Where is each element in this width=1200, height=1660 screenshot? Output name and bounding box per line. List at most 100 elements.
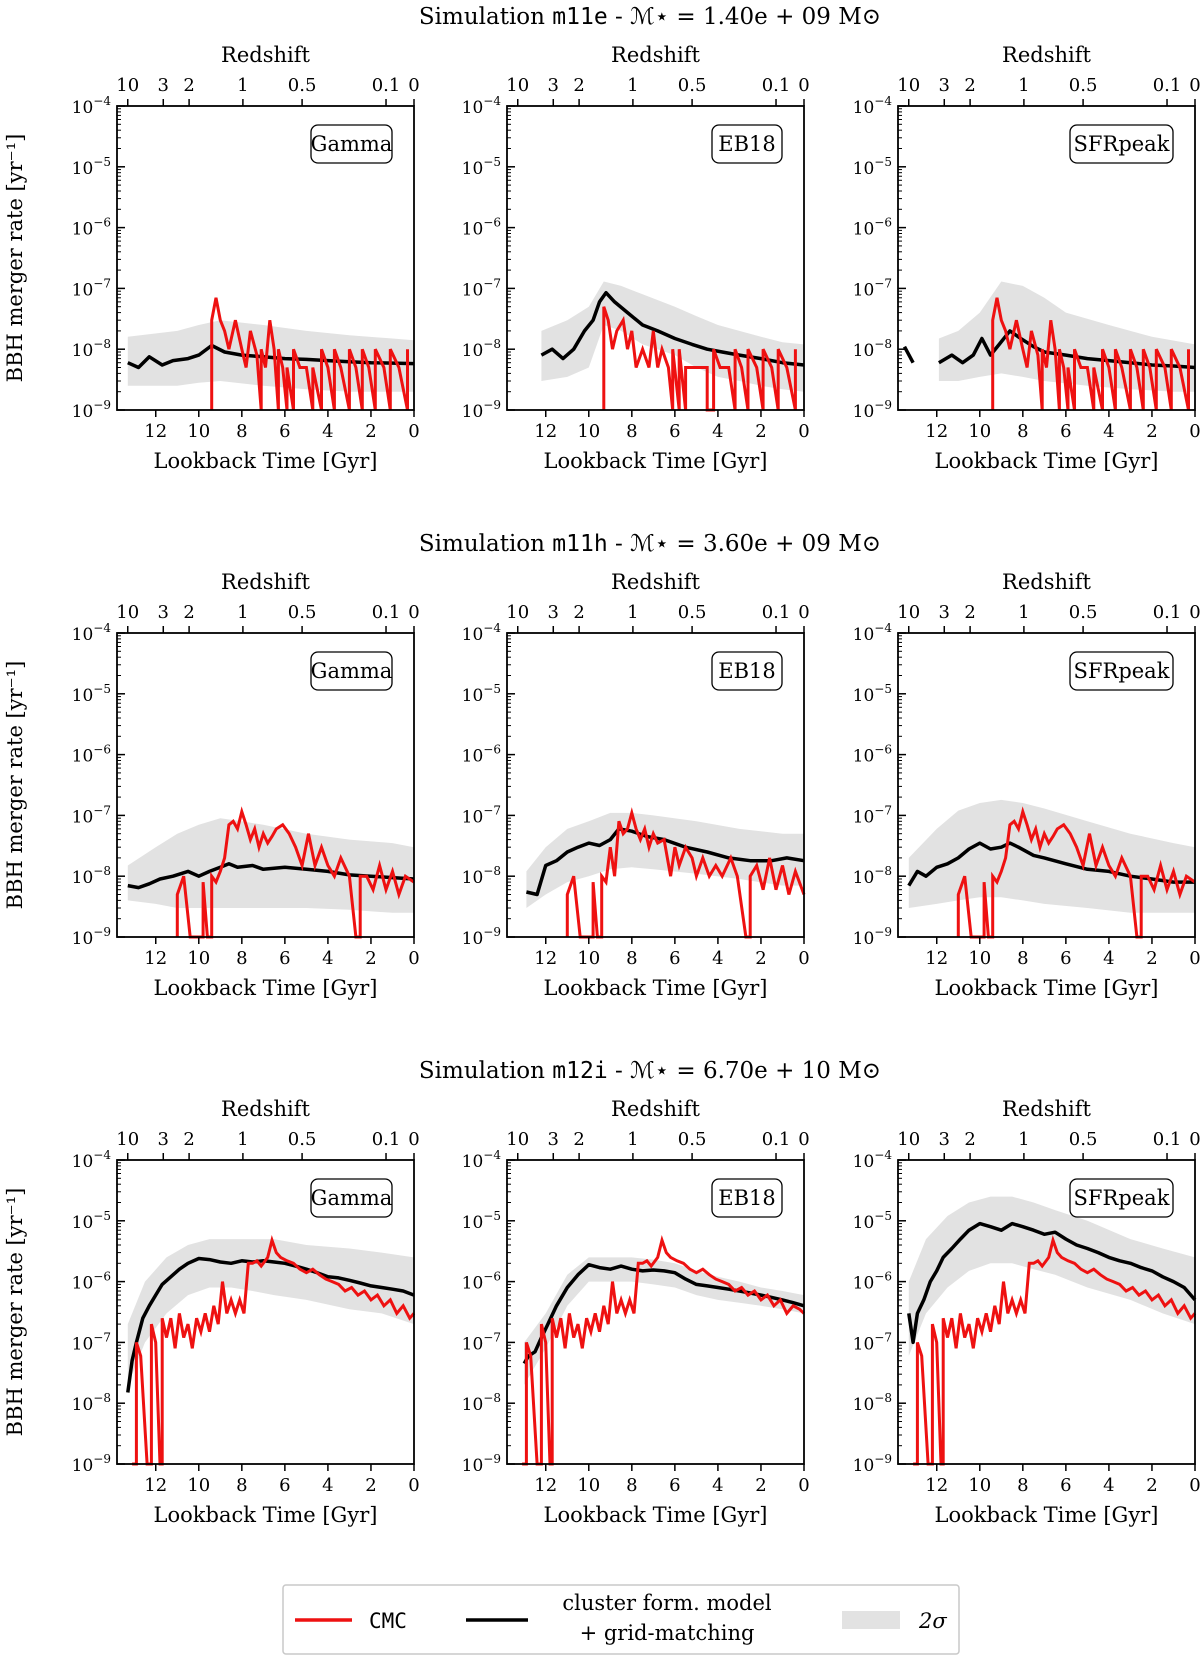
z-tick-label: 3 <box>158 75 169 96</box>
z-tick-label: 0.1 <box>762 602 791 623</box>
x-axis-label: Lookback Time [Gyr] <box>544 449 768 473</box>
z-tick-label: 0 <box>1189 75 1200 96</box>
z-tick-label: 2 <box>183 602 194 623</box>
x-tick-label: 10 <box>187 421 210 442</box>
x-tick-label: 0 <box>798 421 809 442</box>
cmc-line <box>522 1234 806 1466</box>
z-tick-label: 1 <box>237 602 248 623</box>
x-tick-label: 4 <box>712 1475 723 1496</box>
z-tick-label: 3 <box>548 75 559 96</box>
x-axis-label: Lookback Time [Gyr] <box>154 1503 378 1527</box>
model-label: SFRpeak <box>1074 1186 1170 1210</box>
x2-axis-label: Redshift <box>1002 43 1091 67</box>
cmc-line <box>913 1234 1197 1466</box>
x-tick-label: 2 <box>365 421 376 442</box>
y-axis-label: BBH merger rate [yr⁻¹] <box>3 134 27 383</box>
x-tick-label: 2 <box>755 421 766 442</box>
y-tick-label: 10−5 <box>462 682 501 706</box>
plot-frame <box>116 105 415 411</box>
y-tick-label: 10−7 <box>72 803 111 827</box>
y-tick-label: 10−6 <box>853 743 892 767</box>
x-tick-label: 12 <box>534 1475 557 1496</box>
y-tick-label: 10−5 <box>853 1209 892 1233</box>
panel-m11e-eb18: 10−910−810−710−610−510−412 10 8 6 4 2 010 3 2 1 0.… <box>462 43 810 473</box>
model-label: EB18 <box>718 132 775 156</box>
model-label-box <box>711 1178 783 1218</box>
x2-axis-label: Redshift <box>611 43 700 67</box>
y-tick-label: 10−6 <box>72 743 111 767</box>
z-tick-label: 10 <box>897 75 920 96</box>
x-tick-label: 10 <box>577 1475 600 1496</box>
y-tick-label: 10−7 <box>72 276 111 300</box>
y-tick-label: 10−9 <box>462 925 501 949</box>
z-tick-label: 1 <box>627 1129 638 1150</box>
z-tick-label: 0.1 <box>372 1129 401 1150</box>
z-tick-label: 10 <box>897 602 920 623</box>
model-label: EB18 <box>718 659 775 683</box>
x-tick-label: 12 <box>144 1475 167 1496</box>
plot-frame <box>116 632 415 938</box>
z-tick-label: 2 <box>183 1129 194 1150</box>
z-tick-label: 2 <box>964 75 975 96</box>
band-2sigma <box>524 1257 804 1385</box>
x-axis-label: Lookback Time [Gyr] <box>154 449 378 473</box>
cmc-line <box>991 297 1190 411</box>
z-tick-label: 3 <box>158 602 169 623</box>
z-tick-label: 10 <box>116 1129 139 1150</box>
z-tick-label: 1 <box>1018 75 1029 96</box>
z-tick-label: 10 <box>506 602 529 623</box>
row-title-m11e: Simulation m11e - ℳ⋆ = 1.40e + 09 M⊙ <box>419 4 881 30</box>
x2-axis-label: Redshift <box>221 43 310 67</box>
x-tick-label: 12 <box>925 948 948 969</box>
y-tick-label: 10−7 <box>853 803 892 827</box>
z-tick-label: 0.1 <box>762 75 791 96</box>
z-tick-label: 3 <box>548 602 559 623</box>
y-tick-label: 10−5 <box>72 1209 111 1233</box>
y-tick-label: 10−4 <box>72 621 112 645</box>
x-axis-label: Lookback Time [Gyr] <box>935 976 1159 1000</box>
z-tick-label: 0.5 <box>678 1129 707 1150</box>
plot-frame <box>897 105 1196 411</box>
y-tick-label: 10−8 <box>853 864 892 888</box>
z-tick-label: 0 <box>798 75 809 96</box>
legend: CMC cluster form. model + grid-matching … <box>282 1584 960 1655</box>
z-tick-label: 1 <box>627 75 638 96</box>
x-tick-label: 8 <box>236 948 247 969</box>
z-tick-label: 3 <box>158 1129 169 1150</box>
x-tick-label: 4 <box>322 421 333 442</box>
x-tick-label: 0 <box>1189 421 1200 442</box>
y-tick-label: 10−8 <box>72 864 111 888</box>
x-axis-label: Lookback Time [Gyr] <box>544 976 768 1000</box>
panel-m12i-eb18: 10−910−810−710−610−510−412 10 8 6 4 2 010 3 2 1 0.… <box>462 1097 810 1527</box>
plot-frame <box>116 1159 415 1465</box>
x-tick-label: 4 <box>712 948 723 969</box>
x-tick-label: 4 <box>1103 421 1114 442</box>
x-tick-label: 8 <box>1017 948 1028 969</box>
panel-m11e-gamma: 10−910−810−710−610−510−412 10 8 6 4 2 010 3 2 1 0.… <box>3 43 420 473</box>
y-tick-label: 10−7 <box>853 1330 892 1354</box>
z-tick-label: 0.1 <box>762 1129 791 1150</box>
legend-cmc-label: CMC <box>369 1609 407 1633</box>
cluster-model-line <box>907 841 1195 887</box>
y-tick-label: 10−6 <box>72 216 111 240</box>
x-tick-label: 0 <box>408 1475 419 1496</box>
x-tick-label: 0 <box>798 948 809 969</box>
z-tick-label: 0.1 <box>372 75 401 96</box>
panel-m12i-gamma: 10−910−810−710−610−510−412 10 8 6 4 2 010 3 2 1 0.… <box>3 1097 420 1527</box>
x2-axis-label: Redshift <box>611 570 700 594</box>
model-label: SFRpeak <box>1074 132 1170 156</box>
x-tick-label: 12 <box>925 421 948 442</box>
z-tick-label: 0.5 <box>1069 1129 1098 1150</box>
panel-m11e-sfrpeak: 10−910−810−710−610−510−412 10 8 6 4 2 010 3 2 1 0.… <box>853 43 1200 473</box>
x-tick-label: 8 <box>1017 421 1028 442</box>
y-tick-label: 10−7 <box>853 276 892 300</box>
x-tick-label: 4 <box>322 948 333 969</box>
x-tick-label: 6 <box>279 948 290 969</box>
z-tick-label: 3 <box>548 1129 559 1150</box>
y-tick-label: 10−4 <box>72 1148 112 1172</box>
z-tick-label: 0.1 <box>372 602 401 623</box>
x-axis-label: Lookback Time [Gyr] <box>935 449 1159 473</box>
x-tick-label: 2 <box>365 1475 376 1496</box>
y-tick-label: 10−9 <box>853 925 892 949</box>
x-tick-label: 2 <box>755 948 766 969</box>
